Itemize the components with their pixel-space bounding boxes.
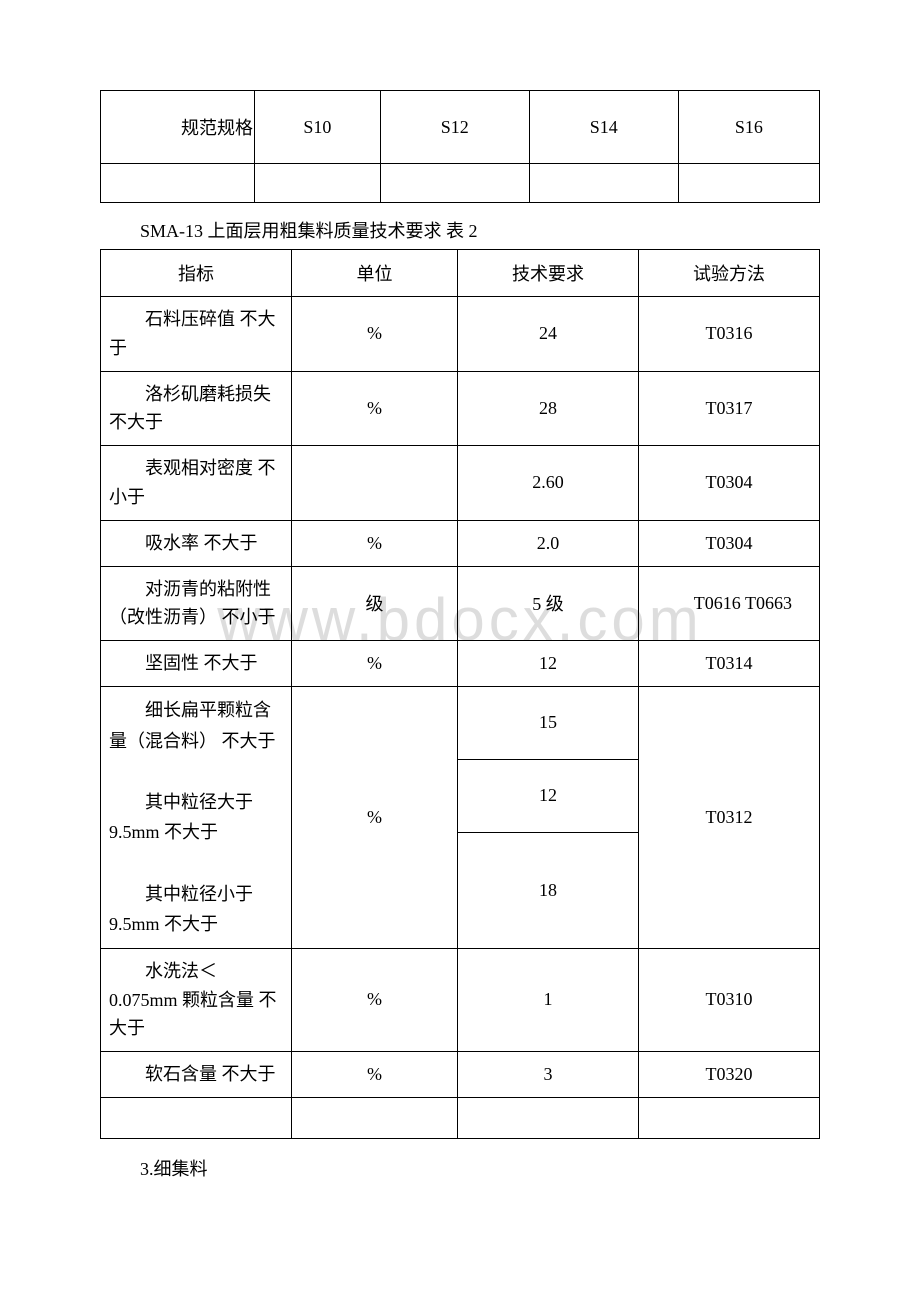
spec-col-s16: S16 [678, 91, 819, 164]
t2-r2-req: 28 [457, 371, 638, 446]
t2-r4-indicator: 吸水率 不大于 [101, 520, 292, 566]
t2-r9-indicator: 软石含量 不大于 [101, 1052, 292, 1098]
t2-r9-unit: % [292, 1052, 458, 1098]
t2-r3-indicator: 表观相对密度 不小于 [101, 446, 292, 521]
t2-r1-indicator: 石料压碎值 不大于 [101, 297, 292, 372]
t2-r5-unit: 级 [292, 566, 458, 641]
t2-r7-req-b: 12 [457, 759, 638, 832]
t2-r8-method: T0310 [638, 948, 819, 1051]
t2-empty-cell [292, 1097, 458, 1138]
t2-r8-indicator: 水洗法＜0.075mm 颗粒含量 不大于 [101, 948, 292, 1051]
spec-empty-cell [101, 164, 255, 203]
t2-r6-unit: % [292, 641, 458, 687]
spec-empty-cell [678, 164, 819, 203]
t2-r5-method: T0616 T0663 [638, 566, 819, 641]
t2-r7-method: T0312 [638, 686, 819, 948]
spec-col-s12: S12 [380, 91, 529, 164]
t2-r8-req: 1 [457, 948, 638, 1051]
t2-r1-method: T0316 [638, 297, 819, 372]
t2-r4-method: T0304 [638, 520, 819, 566]
section-3-heading: 3.细集料 [140, 1155, 820, 1181]
spec-row-label: 规范规格 [101, 91, 255, 164]
t2-r1-req: 24 [457, 297, 638, 372]
t2-empty-cell [638, 1097, 819, 1138]
t2-r7-req-a: 15 [457, 686, 638, 759]
t2-r6-method: T0314 [638, 641, 819, 687]
t2-r9-req: 3 [457, 1052, 638, 1098]
t2-empty-cell [457, 1097, 638, 1138]
spec-empty-cell [380, 164, 529, 203]
t2-header-unit: 单位 [292, 250, 458, 297]
t2-r5-req: 5 级 [457, 566, 638, 641]
t2-r8-unit: % [292, 948, 458, 1051]
t2-r1-unit: % [292, 297, 458, 372]
t2-r6-req: 12 [457, 641, 638, 687]
t2-r7-unit: % [292, 686, 458, 948]
t2-r3-method: T0304 [638, 446, 819, 521]
spec-table: 规范规格 S10 S12 S14 S16 [100, 90, 820, 203]
spec-col-s14: S14 [529, 91, 678, 164]
t2-r9-method: T0320 [638, 1052, 819, 1098]
t2-empty-cell [101, 1097, 292, 1138]
t2-header-requirement: 技术要求 [457, 250, 638, 297]
t2-r5-indicator: 对沥青的粘附性（改性沥青） 不小于 [101, 566, 292, 641]
t2-header-method: 试验方法 [638, 250, 819, 297]
t2-r3-req: 2.60 [457, 446, 638, 521]
t2-r4-unit: % [292, 520, 458, 566]
t2-r2-unit: % [292, 371, 458, 446]
quality-requirements-table: 指标 单位 技术要求 试验方法 石料压碎值 不大于 % 24 T0316 洛杉矶… [100, 249, 820, 1139]
t2-r2-method: T0317 [638, 371, 819, 446]
t2-r4-req: 2.0 [457, 520, 638, 566]
t2-header-indicator: 指标 [101, 250, 292, 297]
t2-r7-indicator: 细长扁平颗粒含量（混合料） 不大于 其中粒径大于 9.5mm 不大于 其中粒径小… [101, 686, 292, 948]
table2-caption: SMA-13 上面层用粗集料质量技术要求 表 2 [140, 217, 820, 243]
t2-r3-unit [292, 446, 458, 521]
t2-r7-req-c: 18 [457, 832, 638, 948]
spec-col-s10: S10 [254, 91, 380, 164]
t2-r6-indicator: 坚固性 不大于 [101, 641, 292, 687]
spec-empty-cell [254, 164, 380, 203]
spec-empty-cell [529, 164, 678, 203]
t2-r2-indicator: 洛杉矶磨耗损失 不大于 [101, 371, 292, 446]
